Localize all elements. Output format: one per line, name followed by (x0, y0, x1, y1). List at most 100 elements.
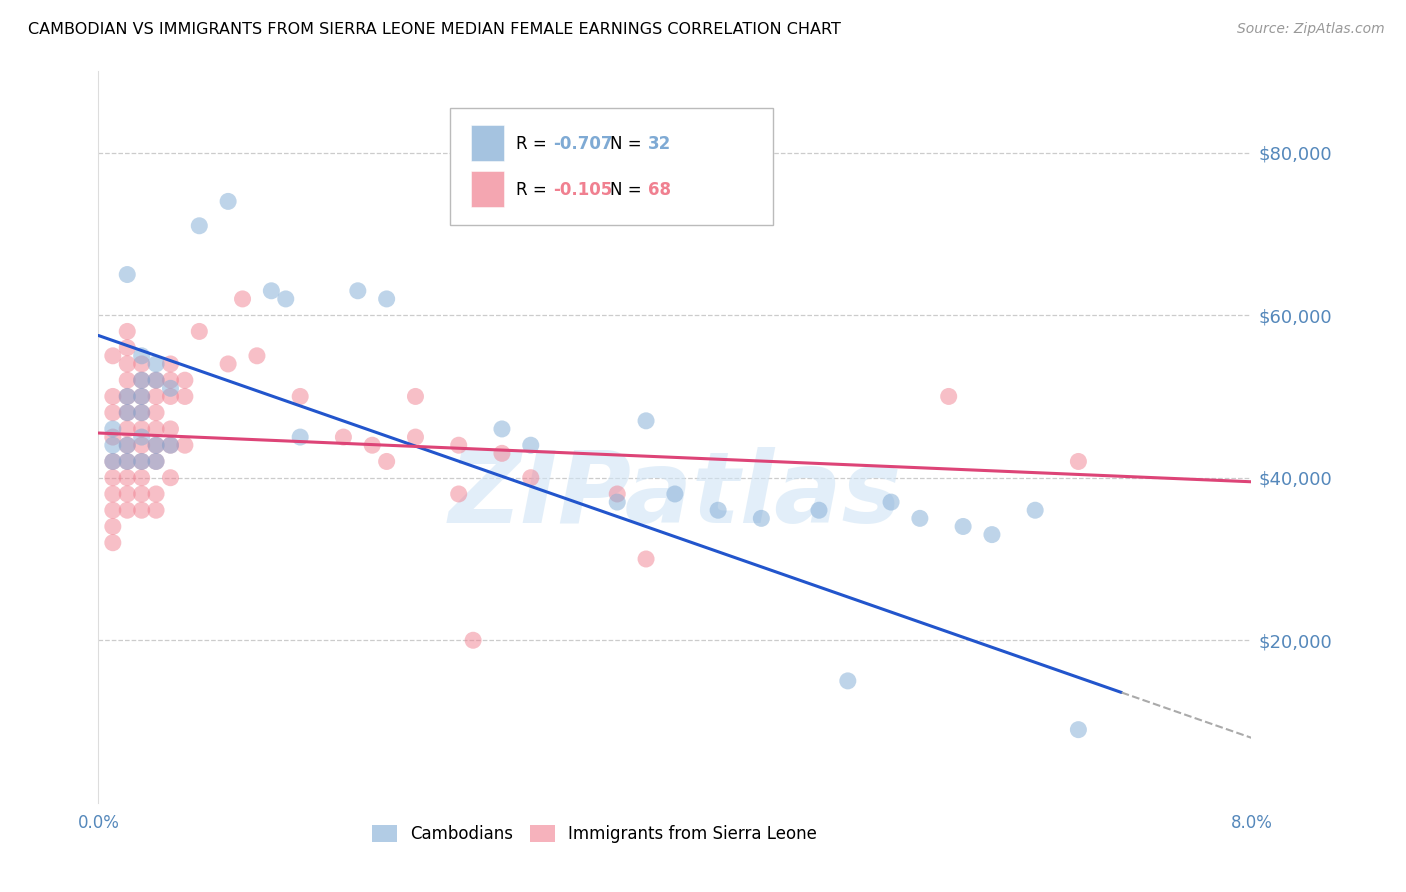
Point (1024, 503, 1046, 517)
Point (405, 430, 427, 444)
Point (101, 503, 124, 517)
Point (101, 471, 124, 485)
Point (952, 519, 974, 533)
Point (188, 219, 211, 233)
Point (117, 268, 139, 282)
Point (101, 454, 124, 468)
Point (117, 389, 139, 403)
Point (131, 454, 153, 468)
Point (606, 487, 628, 501)
Point (131, 487, 153, 501)
Point (145, 422, 167, 436)
Point (101, 389, 124, 403)
Point (491, 422, 513, 436)
Point (217, 357, 239, 371)
Text: R =: R = (516, 181, 551, 199)
Point (101, 535, 124, 549)
Point (159, 438, 181, 452)
Point (131, 357, 153, 371)
Point (101, 349, 124, 363)
Point (274, 292, 297, 306)
Point (908, 511, 931, 525)
FancyBboxPatch shape (471, 171, 505, 208)
Text: Source: ZipAtlas.com: Source: ZipAtlas.com (1237, 22, 1385, 37)
Point (520, 438, 543, 452)
Point (808, 503, 831, 517)
Point (159, 422, 181, 436)
Point (131, 406, 153, 420)
Point (880, 495, 903, 509)
Point (751, 511, 773, 525)
Point (101, 454, 124, 468)
Point (707, 503, 730, 517)
Point (361, 438, 384, 452)
Point (375, 454, 398, 468)
Point (231, 292, 254, 306)
Point (405, 389, 427, 403)
Point (145, 438, 167, 452)
Point (117, 438, 139, 452)
Point (606, 495, 628, 509)
Point (131, 389, 153, 403)
Point (159, 389, 181, 403)
Point (290, 389, 312, 403)
Point (101, 406, 124, 420)
Text: ZIPatlas: ZIPatlas (449, 447, 901, 544)
Point (145, 357, 167, 371)
Point (131, 373, 153, 387)
Point (188, 325, 211, 339)
Text: 32: 32 (648, 135, 672, 153)
Point (131, 406, 153, 420)
Point (447, 487, 470, 501)
Point (117, 389, 139, 403)
Point (145, 373, 167, 387)
Point (837, 673, 859, 688)
Text: -0.105: -0.105 (553, 181, 612, 199)
Point (159, 373, 181, 387)
Point (117, 487, 139, 501)
Point (938, 389, 960, 403)
Point (101, 438, 124, 452)
Point (159, 357, 181, 371)
Point (159, 471, 181, 485)
Point (145, 503, 167, 517)
Point (174, 389, 197, 403)
Text: 68: 68 (648, 181, 671, 199)
Point (131, 349, 153, 363)
Text: CAMBODIAN VS IMMIGRANTS FROM SIERRA LEONE MEDIAN FEMALE EARNINGS CORRELATION CHA: CAMBODIAN VS IMMIGRANTS FROM SIERRA LEON… (28, 22, 841, 37)
Point (117, 454, 139, 468)
Text: N =: N = (610, 135, 647, 153)
Text: R =: R = (516, 135, 551, 153)
Point (145, 406, 167, 420)
Point (174, 373, 197, 387)
Point (131, 503, 153, 517)
Point (246, 349, 269, 363)
Point (117, 471, 139, 485)
Point (117, 503, 139, 517)
Legend: Cambodians, Immigrants from Sierra Leone: Cambodians, Immigrants from Sierra Leone (361, 814, 827, 853)
Point (491, 446, 513, 460)
Point (101, 422, 124, 436)
Point (636, 414, 658, 428)
Point (145, 389, 167, 403)
Point (260, 284, 283, 298)
Point (145, 454, 167, 468)
Point (1067, 723, 1090, 737)
Point (346, 284, 368, 298)
Point (117, 406, 139, 420)
Point (447, 438, 470, 452)
Point (174, 438, 197, 452)
Text: -0.707: -0.707 (553, 135, 612, 153)
Point (101, 487, 124, 501)
Point (131, 389, 153, 403)
Point (375, 292, 398, 306)
Point (664, 487, 686, 501)
Point (461, 633, 484, 648)
Point (131, 438, 153, 452)
Point (290, 430, 312, 444)
Point (159, 381, 181, 395)
Point (131, 430, 153, 444)
Point (981, 527, 1004, 541)
Point (117, 406, 139, 420)
FancyBboxPatch shape (471, 125, 505, 161)
